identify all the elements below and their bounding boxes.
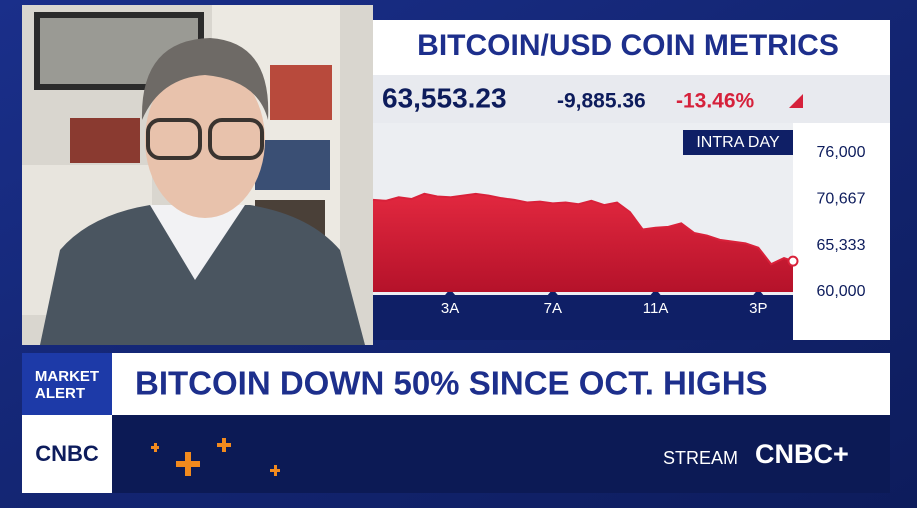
x-tick-label: 3P — [749, 300, 767, 317]
tag-box — [22, 353, 112, 415]
headline: BITCOIN DOWN 50% SINCE OCT. HIGHS — [135, 365, 768, 402]
stream-logo: CNBC+ — [755, 439, 849, 469]
title-bar — [373, 20, 890, 75]
label-box — [683, 130, 793, 155]
y-tick-label: 60,000 — [817, 283, 866, 300]
logo: CNBC — [35, 441, 99, 466]
headline-box — [112, 353, 890, 415]
footer-bar — [112, 415, 890, 493]
tag-line: ALERT — [35, 385, 85, 402]
tag-line: MARKET — [35, 368, 99, 385]
price: 63,553.23 — [382, 82, 507, 113]
y-tick-label: 70,667 — [817, 191, 866, 208]
area — [373, 193, 793, 292]
axis-area — [793, 123, 890, 340]
y-tick-label: 76,000 — [817, 144, 866, 161]
stream-label: STREAM — [663, 448, 738, 468]
x-tick-label: 7A — [544, 300, 562, 317]
down-indicator — [789, 94, 803, 108]
chart: 60,000 65,333 70,667 76,000 3A 7A 11A 3P — [372, 144, 866, 317]
percent-change: -13.46% — [676, 90, 755, 113]
last-point — [787, 255, 799, 267]
price-change: -9,885.36 — [557, 90, 646, 113]
x-tick-label: 3A — [441, 300, 459, 317]
logo-box — [22, 415, 112, 493]
line — [372, 192, 794, 266]
chart-label: INTRA DAY — [696, 134, 780, 151]
x-axis-band — [373, 295, 793, 340]
decoration — [151, 438, 280, 476]
x-tick-label: 11A — [643, 300, 669, 317]
y-tick-label: 65,333 — [817, 237, 866, 254]
video-feed — [22, 5, 373, 345]
panel-title: BITCOIN/USD COIN METRICS — [417, 29, 839, 62]
price-bar — [373, 75, 890, 123]
